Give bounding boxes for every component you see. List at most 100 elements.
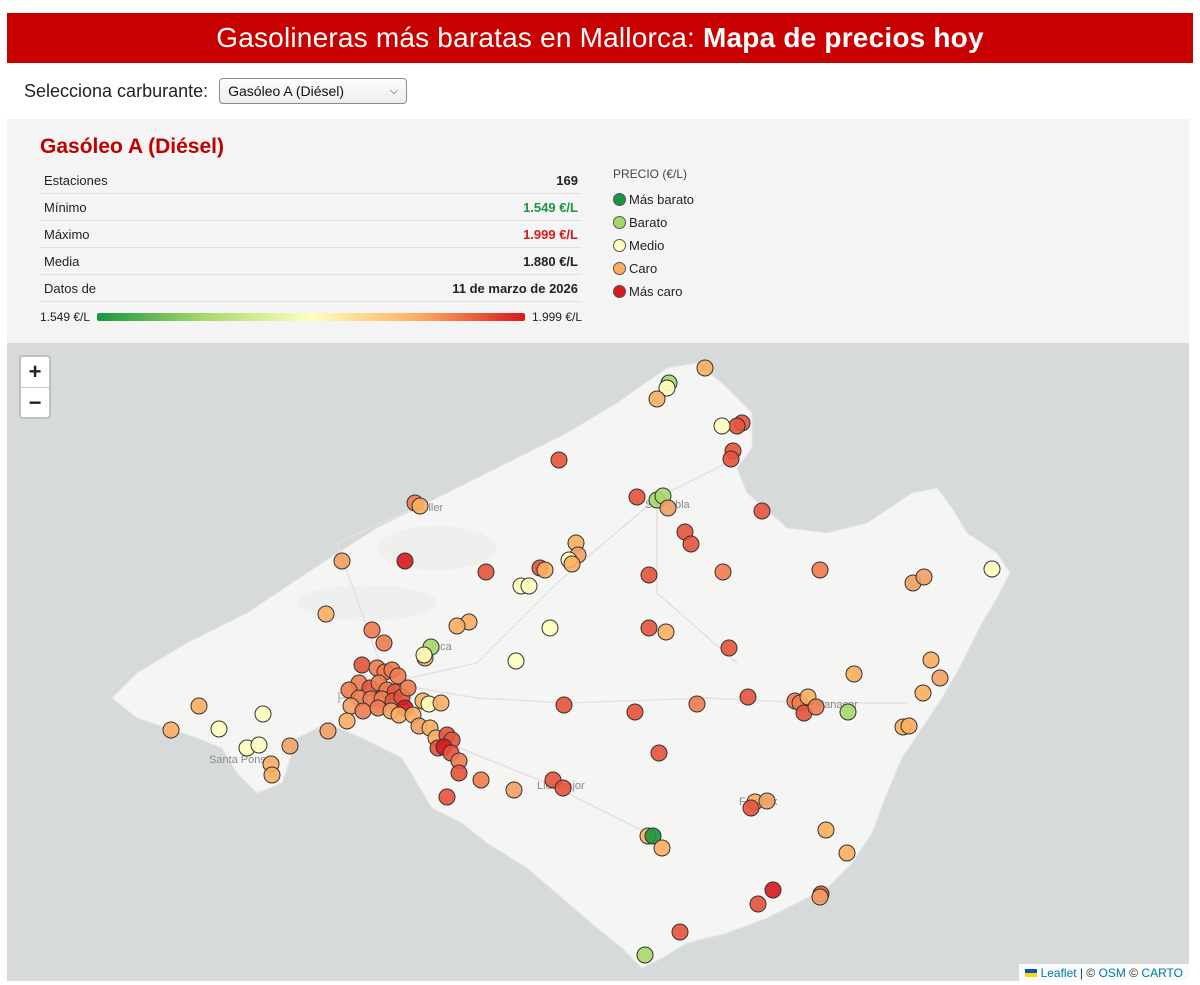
- scale-max-label: 1.999 €/L: [531, 310, 582, 324]
- station-marker[interactable]: [363, 621, 381, 639]
- station-marker[interactable]: [983, 560, 1001, 578]
- station-marker[interactable]: [900, 717, 918, 735]
- station-marker[interactable]: [190, 697, 208, 715]
- station-marker[interactable]: [399, 679, 417, 697]
- station-marker[interactable]: [448, 617, 466, 635]
- station-marker[interactable]: [640, 566, 658, 584]
- station-marker[interactable]: [162, 721, 180, 739]
- station-marker[interactable]: [554, 779, 572, 797]
- station-marker[interactable]: [415, 646, 433, 664]
- station-marker[interactable]: [753, 502, 771, 520]
- station-marker[interactable]: [682, 535, 700, 553]
- station-marker[interactable]: [758, 792, 776, 810]
- station-marker[interactable]: [477, 563, 495, 581]
- station-marker[interactable]: [749, 895, 767, 913]
- station-marker[interactable]: [396, 552, 414, 570]
- carto-link[interactable]: CARTO: [1141, 965, 1183, 980]
- stats-row: Máximo 1.999 €/L: [40, 220, 582, 248]
- station-marker[interactable]: [839, 703, 857, 721]
- fuel-selector-row: Selecciona carburante: Gasóleo A (Diésel…: [24, 76, 408, 106]
- station-marker[interactable]: [671, 923, 689, 941]
- station-marker[interactable]: [375, 634, 393, 652]
- station-marker[interactable]: [563, 555, 581, 573]
- station-marker[interactable]: [536, 561, 554, 579]
- station-marker[interactable]: [722, 450, 740, 468]
- station-marker[interactable]: [845, 665, 863, 683]
- station-marker[interactable]: [254, 705, 272, 723]
- zoom-in-button[interactable]: +: [21, 357, 49, 388]
- price-gradient-bar: [97, 313, 525, 321]
- station-marker[interactable]: [807, 698, 825, 716]
- zoom-out-button[interactable]: −: [28, 390, 42, 415]
- station-marker[interactable]: [432, 694, 450, 712]
- stats-value: 1.549 €/L: [228, 193, 582, 221]
- station-marker[interactable]: [838, 844, 856, 862]
- stats-value: 11 de marzo de 2026: [228, 274, 582, 302]
- ukraine-flag-icon: [1024, 968, 1037, 977]
- page-header: Gasolineras más baratas en Mallorca: Map…: [7, 13, 1193, 63]
- station-marker[interactable]: [507, 652, 525, 670]
- fuel-select[interactable]: Gasóleo A (Diésel) ⌵: [219, 78, 408, 104]
- station-marker[interactable]: [317, 605, 335, 623]
- station-marker[interactable]: [541, 619, 559, 637]
- station-marker[interactable]: [817, 821, 835, 839]
- station-marker[interactable]: [742, 799, 760, 817]
- station-marker[interactable]: [657, 623, 675, 641]
- fuel-select-value: Gasóleo A (Diésel): [228, 83, 345, 99]
- station-marker[interactable]: [505, 781, 523, 799]
- station-marker[interactable]: [648, 390, 666, 408]
- station-marker[interactable]: [714, 563, 732, 581]
- fuel-title: Gasóleo A (Diésel): [40, 135, 224, 158]
- station-marker[interactable]: [210, 720, 228, 738]
- station-marker[interactable]: [389, 667, 407, 685]
- station-marker[interactable]: [658, 379, 676, 397]
- station-marker[interactable]: [353, 656, 371, 674]
- station-marker[interactable]: [914, 684, 932, 702]
- station-marker[interactable]: [250, 736, 268, 754]
- station-marker[interactable]: [915, 568, 933, 586]
- station-marker[interactable]: [438, 788, 456, 806]
- station-marker[interactable]: [636, 946, 654, 964]
- station-marker[interactable]: [626, 703, 644, 721]
- attribution-sep: ©: [1125, 965, 1142, 980]
- station-marker[interactable]: [338, 712, 356, 730]
- leaflet-link[interactable]: Leaflet: [1040, 965, 1077, 980]
- station-marker[interactable]: [450, 764, 468, 782]
- station-marker[interactable]: [931, 669, 949, 687]
- station-marker[interactable]: [739, 688, 757, 706]
- station-marker[interactable]: [640, 619, 658, 637]
- station-marker[interactable]: [263, 766, 281, 784]
- station-marker[interactable]: [728, 417, 746, 435]
- station-marker[interactable]: [520, 577, 538, 595]
- station-marker[interactable]: [653, 839, 671, 857]
- station-marker[interactable]: [550, 451, 568, 469]
- station-marker[interactable]: [713, 417, 731, 435]
- station-marker[interactable]: [555, 696, 573, 714]
- station-marker[interactable]: [696, 359, 714, 377]
- station-marker[interactable]: [628, 488, 646, 506]
- station-marker[interactable]: [333, 552, 351, 570]
- station-marker[interactable]: [720, 639, 738, 657]
- station-marker[interactable]: [659, 499, 677, 517]
- station-marker[interactable]: [811, 561, 829, 579]
- station-marker[interactable]: [319, 722, 337, 740]
- station-marker[interactable]: [688, 695, 706, 713]
- legend-item: Más barato: [613, 188, 694, 211]
- legend-swatch-icon: [613, 285, 626, 298]
- legend-swatch-icon: [613, 262, 626, 275]
- osm-link[interactable]: OSM: [1098, 965, 1126, 980]
- station-marker[interactable]: [354, 702, 372, 720]
- station-marker[interactable]: [472, 771, 490, 789]
- station-marker[interactable]: [764, 881, 782, 899]
- station-marker[interactable]: [411, 497, 429, 515]
- station-marker[interactable]: [922, 651, 940, 669]
- chevron-down-icon: ⌵: [389, 84, 399, 97]
- station-marker[interactable]: [650, 744, 668, 762]
- legend-label: Barato: [629, 215, 668, 230]
- station-marker[interactable]: [644, 827, 662, 845]
- station-marker[interactable]: [281, 737, 299, 755]
- station-marker[interactable]: [811, 888, 829, 906]
- stats-label: Máximo: [40, 220, 229, 248]
